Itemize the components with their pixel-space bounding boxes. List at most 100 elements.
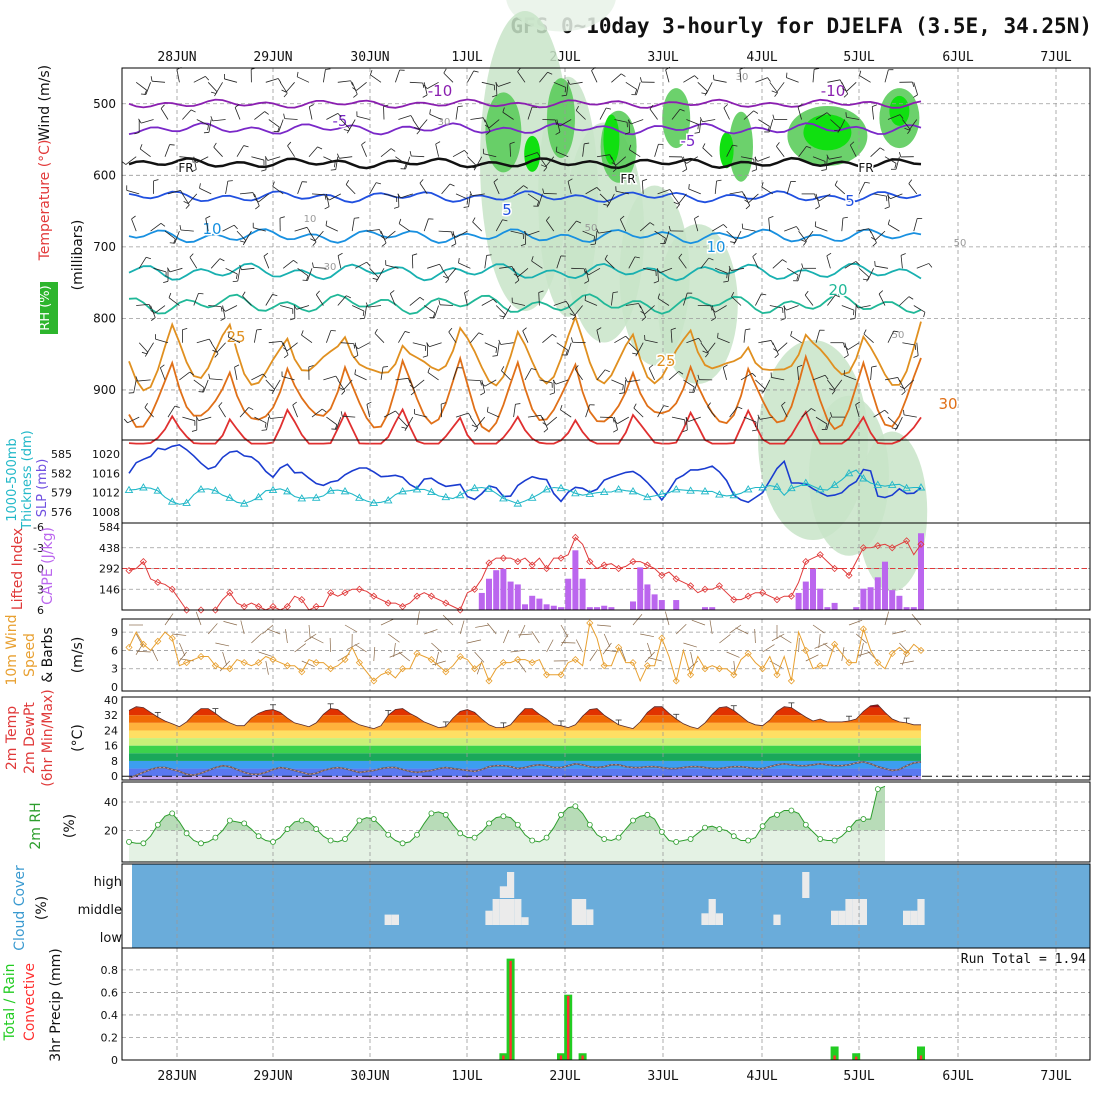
upper-wind-barb-flag: [412, 253, 418, 256]
thickness-marker: [167, 497, 177, 505]
upper-wind-barb-flag: [546, 216, 550, 221]
upper-wind-barb-flag: [826, 154, 830, 160]
cape-bar: [543, 604, 550, 610]
upper-wind-barb-flag: [395, 410, 400, 415]
upper-wind-barb: [337, 255, 342, 269]
sfc-wind-barb: [223, 621, 238, 626]
upper-wind-barb-flag: [486, 406, 489, 412]
upper-wind-barb-flag: [878, 290, 884, 295]
cloud-cell-high: [802, 872, 810, 898]
thickness-marker: [340, 486, 350, 495]
upper-wind-barb: [826, 255, 831, 269]
sfc-wind-barb: [771, 633, 785, 642]
thickness-marker: [801, 478, 811, 486]
temperature-ylabel: Temperature (°C): [37, 140, 53, 262]
upper-wind-barb-flag: [422, 355, 428, 358]
upper-wind-barb-flag: [337, 113, 342, 118]
upper-wind-barb-flag: [501, 366, 505, 371]
wind-ylabel-unit: (m/s): [70, 637, 86, 674]
upper-wind-barb: [164, 144, 171, 157]
dewpoint-line-inner: [128, 761, 922, 779]
upper-wind-barb-flag: [234, 364, 240, 368]
upper-wind-barb: [435, 143, 439, 157]
upper-wind-barb: [895, 156, 900, 170]
upper-wind-barb-flag: [498, 339, 502, 345]
upper-wind-barb-flag: [871, 365, 877, 368]
upper-wind-barb: [296, 305, 310, 310]
upper-wind-barb-flag: [755, 421, 757, 427]
upper-wind-barb: [441, 183, 451, 195]
upper-wind-barb-flag: [859, 70, 862, 76]
upper-wind-barb-flag: [372, 277, 378, 280]
rh-contour-label-1: 30: [324, 262, 337, 273]
sfc-wind-barb: [805, 654, 819, 662]
upper-wind-barb-flag: [634, 256, 640, 259]
upper-wind-barb: [443, 72, 454, 83]
upper-wind-barb: [596, 154, 610, 158]
upper-wind-barb: [553, 300, 567, 306]
upper-wind-barb: [273, 379, 281, 392]
upper-wind-barb: [694, 218, 699, 232]
upper-wind-barb: [639, 222, 651, 232]
upper-wind-barb: [596, 369, 606, 381]
upper-wind-barb-flag: [210, 91, 217, 94]
wind-speed-marker: [557, 671, 565, 679]
date-tick-bottom-29JUN: 29JUN: [253, 1069, 292, 1084]
upper-wind-barb-flag: [305, 275, 309, 281]
upper-wind-barb-flag: [353, 343, 356, 349]
upper-wind-barb-flag: [758, 390, 764, 392]
upper-wind-barb: [409, 81, 423, 84]
li-marker: [528, 561, 536, 569]
upper-wind-barb-flag: [486, 254, 492, 256]
sfc-wind-barb: [459, 620, 465, 635]
li-marker: [859, 544, 867, 552]
temp-band-6: [129, 745, 921, 754]
li-marker: [485, 559, 493, 567]
li-marker: [370, 592, 378, 600]
rh-marker: [399, 840, 406, 847]
upper-wind-barb: [398, 223, 411, 232]
cape-bar: [709, 607, 716, 610]
upper-wind-barb-flag: [668, 225, 671, 231]
upper-wind-barb: [352, 305, 365, 312]
thickness-marker: [369, 498, 379, 506]
upper-wind-barb: [556, 151, 569, 158]
upper-wind-barb-flag: [322, 408, 327, 413]
thickness-marker: [700, 486, 710, 495]
upper-wind-barb: [731, 296, 742, 306]
isotherm-label-2: -5: [333, 112, 348, 130]
upper-wind-barb-flag: [694, 75, 699, 80]
upper-wind-barb-flag: [569, 313, 575, 316]
upper-wind-barb-flag: [575, 105, 579, 111]
sfc-wind-barb: [510, 649, 525, 653]
wind-speed-marker: [355, 659, 363, 667]
upper-wind-barb: [686, 119, 699, 125]
upper-wind-barb: [355, 261, 367, 269]
upper-wind-barb: [524, 152, 538, 158]
upper-wind-barb-flag: [536, 201, 540, 207]
sfc-wind-barb: [518, 633, 533, 636]
li-marker: [643, 561, 651, 569]
upper-wind-barb: [374, 333, 385, 343]
sfc-wind-barb: [387, 633, 400, 643]
upper-wind-barb-flag: [928, 263, 933, 268]
cloud-cell-middle: [715, 913, 723, 925]
upper-wind-barb: [265, 78, 279, 83]
upper-wind-barb-flag: [887, 219, 890, 225]
upper-wind-barb-flag: [681, 156, 684, 162]
precip-convective-bar: [919, 1055, 923, 1060]
wind-speed-marker: [730, 671, 738, 679]
wind-speed-marker: [442, 668, 450, 676]
upper-wind-barb: [887, 416, 898, 427]
upper-wind-barb: [756, 417, 759, 431]
upper-wind-barb-flag: [330, 169, 336, 171]
upper-wind-barb-flag: [482, 117, 486, 123]
upper-wind-barb-flag: [908, 296, 914, 300]
cloud-cell-middle: [384, 914, 392, 925]
upper-wind-barb-flag: [151, 317, 156, 321]
temp-band-1: [129, 707, 921, 716]
precip-tick-0.2: 0.2: [101, 1031, 119, 1044]
upper-wind-barb: [611, 156, 618, 169]
upper-wind-barb-flag: [767, 77, 771, 82]
upper-wind-barb: [127, 416, 140, 424]
